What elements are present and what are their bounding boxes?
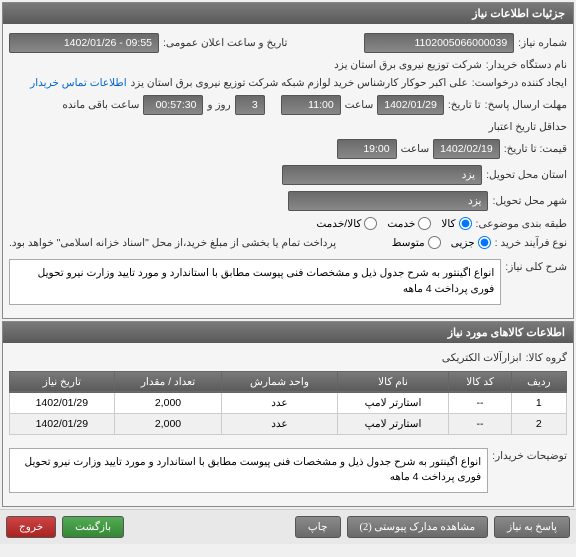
attachments-button[interactable]: مشاهده مدارک پیوستی (2): [347, 516, 489, 538]
cell-code: --: [449, 392, 511, 413]
category-radio-group: کالا خدمت کالا/خدمت: [316, 217, 471, 230]
cell-date: 1402/01/29: [10, 413, 115, 434]
items-panel: اطلاعات کالاهای مورد نیاز گروه کالا: ابز…: [2, 321, 574, 508]
details-panel-title: جزئیات اطلاعات نیاز: [472, 8, 565, 20]
cell-unit: عدد: [222, 392, 337, 413]
details-panel: جزئیات اطلاعات نیاز شماره نیاز: 11020050…: [2, 2, 574, 319]
row-city: شهر محل تحویل: یزد: [9, 188, 567, 214]
row-overall-desc: شرح کلی نیاز: انواع اگینتور به شرح جدول …: [9, 252, 567, 312]
cell-qty: 2,000: [114, 392, 222, 413]
label-public-datetime: تاریخ و ساعت اعلان عمومی:: [163, 37, 287, 49]
label-validity: حداقل تاریخ اعتبار: [489, 121, 567, 133]
radio-service-input[interactable]: [418, 217, 431, 230]
respond-button[interactable]: پاسخ به نیاز: [494, 516, 570, 538]
th-qty: تعداد / مقدار: [114, 371, 222, 392]
label-hour-2: ساعت: [401, 143, 430, 155]
type-radio-group: جزیی متوسط: [392, 236, 491, 249]
label-buyer-notes: توضیحات خریدار:: [492, 444, 567, 462]
payment-note: پرداخت تمام یا بخشی از مبلغ خرید،از محل …: [9, 237, 336, 249]
buyer-notes-box: انواع اگینتور به شرح جدول ذیل و مشخصات ف…: [9, 448, 488, 494]
radio-small-input[interactable]: [478, 236, 491, 249]
th-name: نام کالا: [337, 371, 449, 392]
field-deadline-time: 11:00: [281, 95, 341, 115]
items-panel-title: اطلاعات کالاهای مورد نیاز: [448, 327, 565, 339]
cell-date: 1402/01/29: [10, 392, 115, 413]
row-validity-2: قیمت: تا تاریخ: 1402/02/19 ساعت 19:00: [9, 136, 567, 162]
table-row[interactable]: 2 -- استارتر لامپ عدد 2,000 1402/01/29: [10, 413, 567, 434]
items-panel-body: گروه کالا: ابزارآلات الکتریکی ردیف کد کا…: [3, 343, 573, 507]
th-code: کد کالا: [449, 371, 511, 392]
field-city: یزد: [288, 191, 488, 211]
th-unit: واحد شمارش: [222, 371, 337, 392]
row-buyer: نام دستگاه خریدار: شرکت توزیع نیروی برق …: [9, 56, 567, 74]
label-deadline: مهلت ارسال پاسخ:: [485, 99, 567, 111]
row-validity: حداقل تاریخ اعتبار: [9, 118, 567, 136]
cell-n: 1: [511, 392, 566, 413]
field-countdown: 00:57:30: [143, 95, 203, 115]
radio-both-input[interactable]: [364, 217, 377, 230]
cell-code: --: [449, 413, 511, 434]
table-header-row: ردیف کد کالا نام کالا واحد شمارش تعداد /…: [10, 371, 567, 392]
label-price-until: قیمت: تا تاریخ:: [504, 143, 567, 155]
button-row: پاسخ به نیاز مشاهده مدارک پیوستی (2) چاپ…: [0, 509, 576, 544]
label-remaining: ساعت باقی مانده: [62, 99, 139, 111]
label-purchase-type: نوع فرآیند خرید :: [495, 237, 567, 249]
value-creator: علی اکبر حوکار کارشناس خرید لوازم شبکه ش…: [131, 77, 468, 89]
row-creator: ایجاد کننده درخواست: علی اکبر حوکار کارش…: [9, 74, 567, 92]
radio-both[interactable]: کالا/خدمت: [316, 217, 377, 230]
label-goods-group: گروه کالا:: [526, 352, 567, 364]
row-province: استان محل تحویل: یزد: [9, 162, 567, 188]
field-deadline-date: 1402/01/29: [377, 95, 444, 115]
details-panel-header: جزئیات اطلاعات نیاز: [3, 3, 573, 24]
row-category: طبقه بندی موضوعی: کالا خدمت کالا/خدمت: [9, 214, 567, 233]
label-city: شهر محل تحویل:: [492, 195, 567, 207]
radio-medium[interactable]: متوسط: [392, 236, 441, 249]
items-panel-header: اطلاعات کالاهای مورد نیاز: [3, 322, 573, 343]
field-deadline-days: 3: [235, 95, 265, 115]
label-day-and: روز و: [207, 99, 230, 111]
radio-goods[interactable]: کالا: [441, 217, 471, 230]
row-buyer-notes: توضیحات خریدار: انواع اگینتور به شرح جدو…: [9, 441, 567, 501]
field-validity-date: 1402/02/19: [433, 139, 500, 159]
field-province: یزد: [282, 165, 482, 185]
cell-name: استارتر لامپ: [337, 413, 449, 434]
table-row[interactable]: 1 -- استارتر لامپ عدد 2,000 1402/01/29: [10, 392, 567, 413]
value-buyer: شرکت توزیع نیروی برق استان یزد: [334, 59, 482, 71]
back-button[interactable]: بازگشت: [62, 516, 124, 538]
radio-medium-input[interactable]: [428, 236, 441, 249]
cell-qty: 2,000: [114, 413, 222, 434]
cell-n: 2: [511, 413, 566, 434]
exit-button[interactable]: خروج: [6, 516, 56, 538]
field-need-no: 1102005066000039: [364, 33, 514, 53]
label-category: طبقه بندی موضوعی:: [476, 218, 567, 230]
items-table: ردیف کد کالا نام کالا واحد شمارش تعداد /…: [9, 371, 567, 435]
value-goods-group: ابزارآلات الکتریکی: [442, 352, 522, 364]
overall-desc-box: انواع اگینتور به شرح جدول ذیل و مشخصات ف…: [9, 259, 501, 305]
cell-name: استارتر لامپ: [337, 392, 449, 413]
contact-info-link[interactable]: اطلاعات تماس خریدار: [30, 77, 126, 89]
label-creator: ایجاد کننده درخواست:: [472, 77, 567, 89]
label-overall-desc: شرح کلی نیاز:: [505, 255, 567, 273]
row-need-no: شماره نیاز: 1102005066000039 تاریخ و ساع…: [9, 30, 567, 56]
details-panel-body: شماره نیاز: 1102005066000039 تاریخ و ساع…: [3, 24, 573, 318]
row-goods-group: گروه کالا: ابزارآلات الکتریکی: [9, 349, 567, 367]
cell-unit: عدد: [222, 413, 337, 434]
th-row: ردیف: [511, 371, 566, 392]
radio-goods-input[interactable]: [459, 217, 472, 230]
row-deadline: مهلت ارسال پاسخ: تا تاریخ: 1402/01/29 سا…: [9, 92, 567, 118]
label-need-no: شماره نیاز:: [518, 37, 567, 49]
th-date: تاریخ نیاز: [10, 371, 115, 392]
field-public-datetime: 09:55 - 1402/01/26: [9, 33, 159, 53]
radio-service[interactable]: خدمت: [387, 217, 431, 230]
label-hour-1: ساعت: [345, 99, 374, 111]
label-until: تا تاریخ:: [448, 99, 481, 111]
row-purchase-type: نوع فرآیند خرید : جزیی متوسط پرداخت تمام…: [9, 233, 567, 252]
field-validity-time: 19:00: [337, 139, 397, 159]
label-buyer: نام دستگاه خریدار:: [486, 59, 567, 71]
radio-small[interactable]: جزیی: [451, 236, 491, 249]
label-province: استان محل تحویل:: [486, 169, 567, 181]
print-button[interactable]: چاپ: [295, 516, 341, 538]
